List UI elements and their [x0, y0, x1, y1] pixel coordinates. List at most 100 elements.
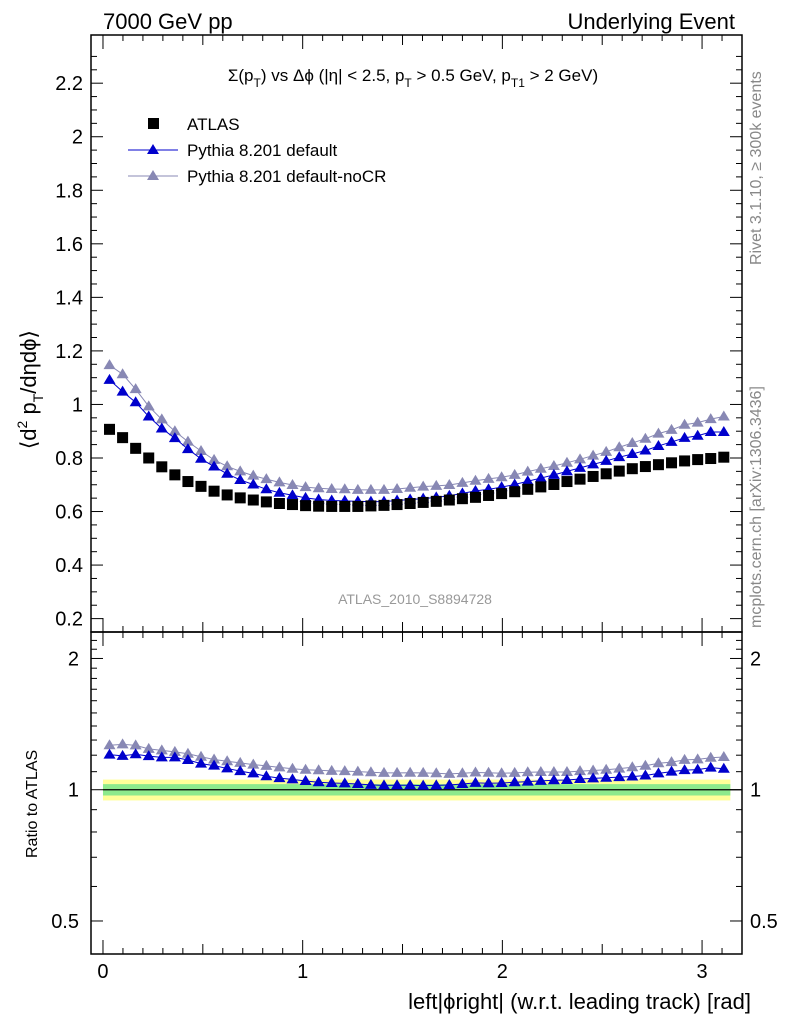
- data-point-atlas: [156, 461, 168, 473]
- data-point-atlas: [443, 494, 455, 506]
- data-point-atlas: [561, 476, 573, 488]
- data-point-mc: [600, 454, 613, 465]
- data-point-atlas: [104, 423, 116, 435]
- ratio-data-point: [443, 779, 456, 790]
- ratio-data-point: [587, 772, 600, 783]
- data-point-mc: [155, 413, 168, 424]
- data-point-mc: [626, 436, 639, 447]
- ratio-data-point: [247, 767, 260, 778]
- x-tick-label: 3: [696, 961, 707, 983]
- ratio-data-point: [377, 766, 390, 777]
- ratio-data-point: [469, 766, 482, 777]
- ratio-data-point: [181, 747, 194, 758]
- ratio-data-point: [168, 751, 181, 762]
- ratio-data-point: [260, 759, 273, 770]
- ratio-data-point: [142, 742, 155, 753]
- x-tick-label: 2: [497, 961, 508, 983]
- header-process-label: Underlying Event: [567, 9, 735, 34]
- data-point-atlas: [182, 476, 194, 488]
- data-point-mc: [469, 474, 482, 485]
- data-point-atlas: [679, 455, 691, 467]
- data-point-mc: [534, 462, 547, 473]
- ratio-data-point: [103, 748, 116, 759]
- ratio-data-point: [652, 767, 665, 778]
- data-point-mc: [560, 456, 573, 467]
- ratio-y-axis-title: Ratio to ATLAS: [24, 750, 41, 858]
- ratio-data-point: [116, 749, 129, 760]
- data-point-mc: [142, 410, 155, 421]
- ratio-data-point: [155, 744, 168, 755]
- ratio-data-point: [417, 766, 430, 777]
- data-point-atlas: [247, 494, 259, 506]
- ratio-data-point: [338, 765, 351, 776]
- ratio-data-point: [299, 763, 312, 774]
- data-point-mc: [208, 460, 221, 471]
- data-point-atlas: [705, 453, 717, 465]
- data-point-mc: [547, 468, 560, 479]
- ratio-y-tick-label-left: 2: [68, 648, 79, 670]
- ratio-data-point: [221, 755, 234, 766]
- main-y-tick-label: 2.2: [55, 73, 83, 95]
- legend-atlas-label: ATLAS: [187, 115, 240, 134]
- ratio-data-point: [364, 766, 377, 777]
- data-point-atlas: [313, 500, 325, 512]
- data-point-mc: [678, 431, 691, 442]
- ratio-data-point: [534, 774, 547, 785]
- series-atlas: [104, 423, 730, 512]
- data-point-atlas: [286, 499, 298, 511]
- data-point-mc: [247, 469, 260, 480]
- data-point-atlas: [574, 473, 586, 485]
- ratio-data-point: [482, 777, 495, 788]
- ratio-data-point: [443, 767, 456, 778]
- data-point-atlas: [260, 496, 272, 508]
- data-point-atlas: [535, 481, 547, 493]
- data-point-mc: [325, 483, 338, 494]
- ratio-data-point: [521, 766, 534, 777]
- ratio-data-point: [626, 761, 639, 772]
- data-point-atlas: [496, 488, 508, 500]
- data-point-mc: [521, 465, 534, 476]
- data-point-atlas: [469, 491, 481, 503]
- ratio-data-point: [129, 739, 142, 750]
- data-point-mc: [404, 481, 417, 492]
- ratio-data-point: [430, 767, 443, 778]
- main-y-tick-label: 2: [72, 127, 83, 149]
- ratio-y-tick-label-left: 0.5: [51, 911, 79, 933]
- data-point-atlas: [195, 480, 207, 492]
- ratio-data-point: [626, 770, 639, 781]
- data-point-mc: [534, 472, 547, 483]
- ratio-data-point: [155, 751, 168, 762]
- data-point-mc: [221, 460, 234, 471]
- data-point-atlas: [522, 483, 534, 495]
- ratio-data-point: [142, 750, 155, 761]
- data-point-mc: [351, 483, 364, 494]
- data-point-mc: [103, 359, 116, 370]
- data-point-mc: [665, 435, 678, 446]
- data-point-atlas: [221, 489, 233, 501]
- data-point-atlas: [404, 497, 416, 509]
- data-point-atlas: [666, 457, 678, 469]
- ratio-data-point: [351, 777, 364, 788]
- data-point-atlas: [483, 489, 495, 501]
- legend-nocr-marker: [147, 170, 159, 180]
- data-point-mc: [508, 468, 521, 479]
- ratio-data-point: [404, 779, 417, 790]
- data-point-mc: [142, 400, 155, 411]
- main-y-tick-label: 0.2: [55, 609, 83, 631]
- data-point-atlas: [391, 499, 403, 511]
- data-point-mc: [155, 422, 168, 433]
- data-point-mc: [286, 479, 299, 490]
- ratio-data-point: [456, 777, 469, 788]
- ratio-data-point: [129, 748, 142, 759]
- legend-default-marker: [147, 144, 159, 154]
- data-point-mc: [103, 373, 116, 384]
- data-point-atlas: [352, 500, 364, 512]
- data-point-mc: [234, 473, 247, 484]
- main-y-tick-label: 1: [72, 394, 83, 416]
- data-point-atlas: [130, 442, 142, 454]
- ratio-data-point: [717, 750, 730, 761]
- data-point-atlas: [117, 432, 129, 444]
- data-point-atlas: [718, 451, 730, 463]
- ratio-data-point: [691, 763, 704, 774]
